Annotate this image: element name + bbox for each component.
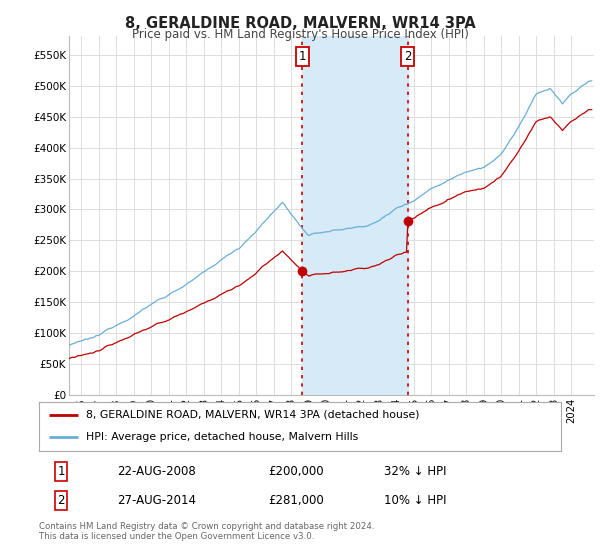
Text: HPI: Average price, detached house, Malvern Hills: HPI: Average price, detached house, Malv…: [86, 432, 358, 442]
Text: 22-AUG-2008: 22-AUG-2008: [118, 465, 196, 478]
Text: 1: 1: [57, 465, 65, 478]
Text: £281,000: £281,000: [269, 494, 325, 507]
Text: 8, GERALDINE ROAD, MALVERN, WR14 3PA (detached house): 8, GERALDINE ROAD, MALVERN, WR14 3PA (de…: [86, 410, 419, 420]
Text: 10% ↓ HPI: 10% ↓ HPI: [383, 494, 446, 507]
Text: 1: 1: [299, 50, 306, 63]
Text: 32% ↓ HPI: 32% ↓ HPI: [383, 465, 446, 478]
Bar: [302, 36, 407, 395]
Text: Price paid vs. HM Land Registry's House Price Index (HPI): Price paid vs. HM Land Registry's House …: [131, 28, 469, 41]
Text: 8, GERALDINE ROAD, MALVERN, WR14 3PA: 8, GERALDINE ROAD, MALVERN, WR14 3PA: [125, 16, 475, 31]
Text: £200,000: £200,000: [269, 465, 325, 478]
Text: Contains HM Land Registry data © Crown copyright and database right 2024.
This d: Contains HM Land Registry data © Crown c…: [39, 522, 374, 542]
Text: 27-AUG-2014: 27-AUG-2014: [118, 494, 196, 507]
Text: 2: 2: [57, 494, 65, 507]
Text: 2: 2: [404, 50, 412, 63]
